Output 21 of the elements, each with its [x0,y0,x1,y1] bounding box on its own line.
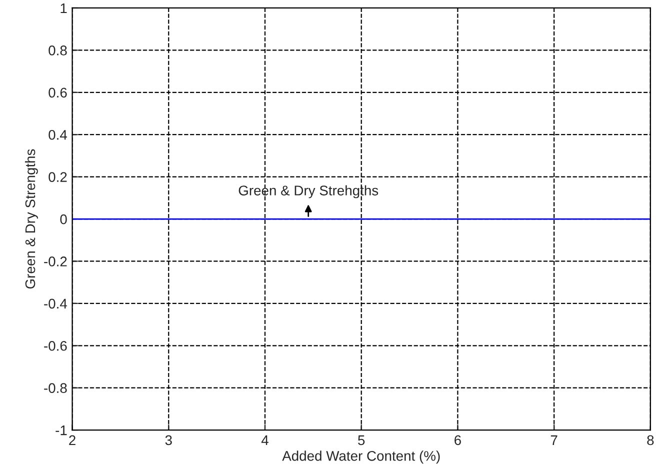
x-tick-label: 7 [550,435,558,445]
y-tick-label: -0.2 [44,256,67,266]
y-tick-label: -0.8 [44,383,67,394]
annotation: Green & Dry Strehgths [238,185,378,198]
y-tick-label: 0.8 [48,46,67,56]
y-axis-title: Green & Dry Strengths [24,149,38,289]
y-tick-label: 1 [60,3,67,14]
y-tick-label: -0.6 [44,340,67,351]
y-tick-label: -0.4 [44,298,68,309]
x-tick-label: 6 [454,435,461,446]
y-tick-label: 0.4 [48,130,68,140]
x-axis-title: Added Water Content (%) [282,450,440,464]
y-tick-label: 0.6 [48,88,67,98]
x-tick-label: 2 [69,435,76,445]
y-tick-label: 0.2 [48,172,67,182]
x-tick-label: 8 [647,435,654,446]
y-tick-label: -1 [56,426,67,436]
y-tick-label: 0 [60,214,67,224]
x-tick-label: 3 [165,435,172,446]
x-tick-label: 4 [261,435,268,445]
x-tick-label: 5 [358,435,365,446]
